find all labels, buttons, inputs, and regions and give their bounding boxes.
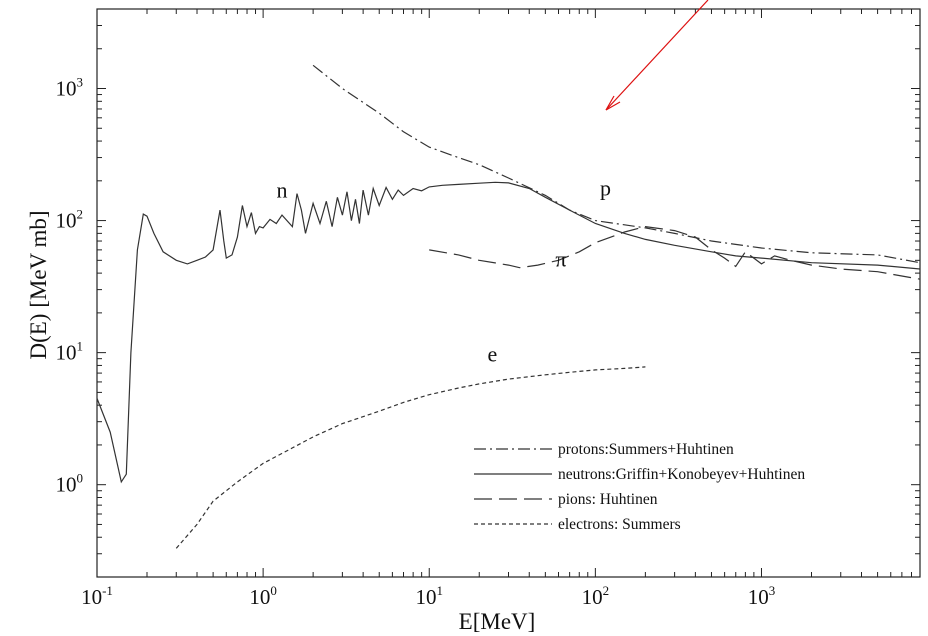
x-axis-tick-labels: 10-1 100 101 102 103: [81, 583, 775, 609]
y-tick-label: 100: [56, 471, 84, 497]
legend-label: electrons: Summers: [558, 516, 681, 533]
arrow-annotation: [605, 0, 709, 111]
legend-label: neutrons:Griffin+Konobeyev+Huhtinen: [558, 466, 805, 483]
y-tick-label: 103: [56, 75, 84, 101]
curve-label: e: [488, 341, 498, 366]
curve-label: p: [600, 175, 611, 200]
curve-labels: n p π e: [277, 175, 611, 366]
x-axis-ticks: [96, 9, 921, 577]
y-tick-label: 102: [56, 207, 84, 233]
legend-label: protons:Summers+Huhtinen: [558, 441, 734, 458]
x-tick-label: 103: [748, 583, 776, 609]
y-tick-label: 101: [56, 339, 84, 365]
x-axis-title: E[MeV]: [459, 609, 536, 634]
x-tick-label: 101: [415, 583, 443, 609]
x-tick-label: 10-1: [81, 583, 113, 609]
legend: protons:Summers+Huhtinen neutrons:Griffin…: [474, 441, 805, 533]
series-line-1: [96, 181, 921, 484]
plot-frame: [96, 8, 921, 578]
series-line-0: [312, 64, 921, 264]
curve-label: n: [277, 177, 288, 202]
x-tick-label: 102: [582, 583, 610, 609]
x-tick-label: 100: [249, 583, 277, 609]
legend-label: pions: Huhtinen: [558, 491, 658, 508]
curve-label: π: [555, 246, 566, 271]
series-layer: [96, 64, 921, 549]
series-line-3: [175, 366, 646, 549]
y-axis-ticks: [97, 8, 920, 578]
y-axis-title: D(E) [MeV mb]: [26, 210, 51, 359]
y-axis-tick-labels: 100 101 102 103: [56, 75, 84, 497]
series-line-2: [429, 225, 921, 280]
